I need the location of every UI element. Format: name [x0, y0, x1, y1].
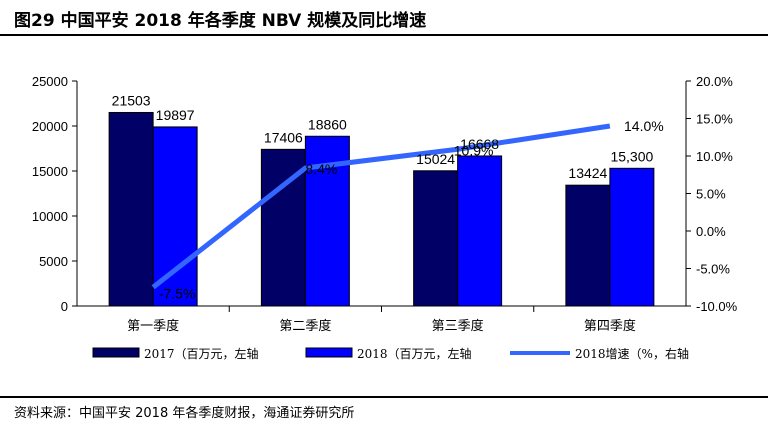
- bar-label-2018: 15,300: [610, 148, 653, 164]
- bar-2017: [108, 111, 154, 307]
- bar-label-2018: 16668: [460, 136, 499, 152]
- growth-label: 14.0%: [624, 118, 664, 134]
- category-label: 第三季度: [432, 318, 484, 334]
- figure-title: 图29 中国平安 2018 年各季度 NBV 规模及同比增速: [14, 11, 427, 31]
- right-tick-label: 15.0%: [696, 112, 733, 127]
- growth-label: 8.4%: [305, 161, 337, 177]
- category-label: 第二季度: [279, 318, 331, 334]
- legend-swatch: [92, 347, 140, 358]
- left-tick-label: 15000: [32, 164, 68, 179]
- category-label: 第一季度: [127, 318, 179, 334]
- right-tick-label: 20.0%: [696, 74, 733, 89]
- right-tick-label: -10.0%: [696, 299, 738, 314]
- left-tick-label: 5000: [39, 254, 68, 269]
- nbv-chart: 0 5000 10000 15000 20000 25000 -10.0% -5.0% 0.0%…: [32, 74, 738, 361]
- bar-label-2017: 17406: [264, 129, 303, 145]
- left-tick-label: 10000: [32, 209, 68, 224]
- bar-2018: [609, 167, 655, 307]
- bar-label-2018: 18860: [308, 116, 347, 132]
- growth-line: [151, 123, 611, 290]
- bottom-rule: [0, 396, 768, 398]
- source-note: 资料来源：中国平安 2018 年各季度财报，海通证券研究所: [14, 406, 355, 421]
- legend-label: 2018（百万元，左轴: [357, 346, 472, 361]
- legend-label: 2017（百万元，左轴: [144, 346, 259, 361]
- growth-label: 10.9%: [454, 142, 494, 158]
- right-tick-label: 10.0%: [696, 149, 733, 164]
- left-tick-label: 25000: [32, 74, 68, 89]
- legend-swatch: [305, 347, 353, 358]
- right-tick-label: -5.0%: [696, 262, 730, 277]
- left-tick-label: 20000: [32, 119, 68, 134]
- bar-label-2017: 13424: [568, 165, 607, 181]
- bar-2017: [413, 170, 459, 307]
- legend-label: 2018增速（%，右轴: [575, 346, 689, 361]
- top-rule: [0, 34, 768, 36]
- bar-label-2017: 21503: [112, 92, 151, 108]
- bar-label-2017: 15024: [416, 151, 455, 167]
- bar-2018: [457, 155, 503, 307]
- bar-2018: [152, 126, 198, 307]
- growth-label: -7.5%: [159, 285, 196, 301]
- bar-2017: [565, 184, 611, 307]
- bar-label-2018: 19897: [156, 107, 195, 123]
- category-label: 第四季度: [584, 318, 636, 334]
- right-tick-label: 5.0%: [696, 187, 726, 202]
- right-tick-label: 0.0%: [696, 224, 726, 239]
- left-tick-label: 0: [61, 299, 68, 314]
